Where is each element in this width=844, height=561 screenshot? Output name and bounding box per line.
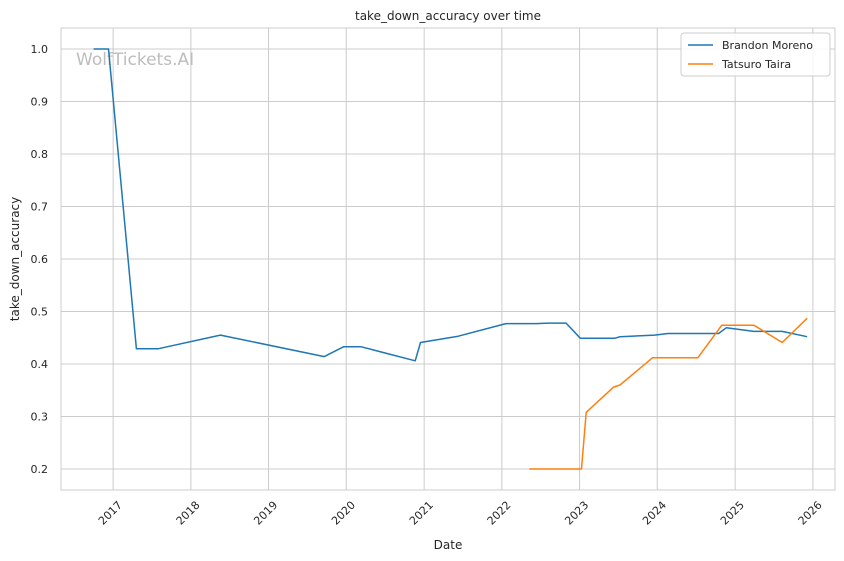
x-axis-label: Date — [434, 538, 463, 552]
legend-label-tatsuro-taira: Tatsuro Taira — [721, 58, 791, 71]
plot-frame — [60, 27, 836, 491]
series-line-brandon-moreno — [93, 48, 808, 362]
x-tick-label: 2017 — [96, 499, 125, 528]
x-axis-ticks: 2017 2018 2019 2020 2021 2022 2023 2024 2025 2026 — [96, 499, 825, 528]
x-tick-label: 2026 — [796, 499, 825, 528]
x-tick-label: 2022 — [485, 499, 514, 528]
legend-label-brandon-moreno: Brandon Moreno — [722, 39, 813, 52]
x-tick-label: 2025 — [718, 499, 747, 528]
y-tick-label: 0.7 — [31, 201, 49, 214]
y-tick-label: 0.4 — [31, 358, 49, 371]
y-tick-label: 0.6 — [31, 253, 49, 266]
y-tick-label: 0.2 — [31, 463, 49, 476]
watermark: WolfTickets.AI — [76, 50, 194, 70]
y-tick-label: 0.8 — [31, 148, 49, 161]
y-tick-label: 1.0 — [31, 43, 49, 56]
x-tick-label: 2018 — [174, 499, 203, 528]
chart-title: take_down_accuracy over time — [355, 9, 541, 23]
x-tick-label: 2019 — [251, 499, 280, 528]
y-axis-ticks: 0.2 0.3 0.4 0.5 0.6 0.7 0.8 0.9 1.0 — [31, 43, 49, 476]
series-line-tatsuro-taira — [529, 317, 808, 470]
y-tick-label: 0.5 — [31, 306, 49, 319]
grid — [61, 28, 835, 490]
y-axis-label: take_down_accuracy — [8, 197, 22, 321]
y-tick-label: 0.9 — [31, 96, 49, 109]
x-tick-label: 2021 — [407, 499, 436, 528]
x-tick-label: 2023 — [562, 499, 591, 528]
legend: Brandon Moreno Tatsuro Taira — [680, 32, 831, 77]
x-tick-label: 2020 — [329, 499, 358, 528]
y-tick-label: 0.3 — [31, 411, 49, 424]
legend-box — [680, 32, 831, 77]
x-tick-label: 2024 — [640, 499, 669, 528]
series-layer — [93, 48, 808, 470]
